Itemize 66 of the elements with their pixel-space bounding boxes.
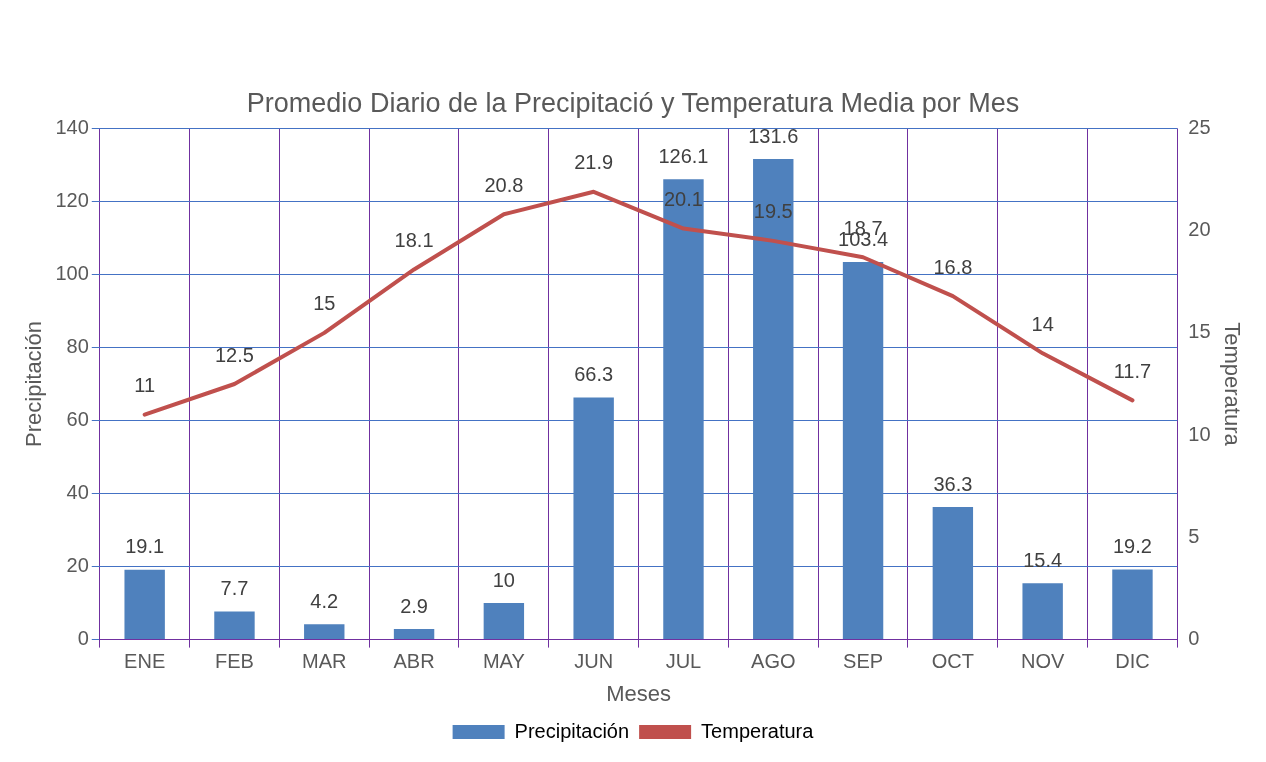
data-label: 15 [313,292,336,315]
y-tick-label: 20 [66,554,89,577]
x-axis-title: Meses [606,680,671,706]
data-label: 21.9 [574,151,614,174]
bar [932,507,974,640]
x-tick-label: AGO [751,650,796,673]
y2-tick-label: 0 [1188,627,1200,650]
bar [842,262,884,640]
y-axis-title: Precipitación [21,321,47,447]
y2-axis-title: Temperatura [1219,322,1245,447]
x-tick-label: JUN [574,650,614,673]
bar [304,624,345,640]
y2-tick-label: 20 [1188,218,1211,241]
chart-title: Promedio Diario de la Precipitació y Temperatura Media por Mes [246,87,1020,118]
x-tick-label: FEB [215,650,254,673]
x-tick-label: JUL [665,650,702,673]
data-label: 11.7 [1113,359,1152,382]
x-tick-label: OCT [931,650,974,673]
bar [393,629,435,640]
data-label: 15.4 [1023,548,1063,571]
x-tick-label: MAR [302,650,347,673]
x-tick-label: NOV [1020,650,1065,673]
y-tick-label: 60 [66,408,89,431]
data-label: 126.1 [658,144,709,167]
bar [124,569,165,640]
y-tick-label: 140 [55,115,89,138]
bar [663,179,704,640]
data-label: 18.1 [394,229,434,252]
data-label: 16.8 [933,255,973,278]
bar [1112,569,1153,640]
x-tick-label: DIC [1115,650,1150,673]
y-tick-label: 80 [66,335,89,357]
bar [753,159,794,640]
y-tick-label: 0 [77,627,89,650]
data-label: 12.5 [215,343,254,366]
data-label: 20.8 [484,173,524,196]
data-label: 2.9 [400,594,428,617]
x-tick-label: ABR [393,650,435,673]
y2-tick-label: 5 [1188,524,1200,547]
y-tick-label: 120 [55,188,89,211]
y2-tick-label: 10 [1188,422,1211,445]
data-label: 19.2 [1112,535,1152,558]
x-tick-label: MAY [482,650,525,673]
data-label: 36.3 [933,472,973,495]
data-label: 4.2 [310,589,339,612]
bar [483,603,525,640]
bar [1022,583,1063,640]
y2-tick-label: 15 [1188,320,1211,343]
bar [214,611,255,640]
data-label: 19.5 [753,200,793,223]
y-tick-label: 40 [66,481,89,504]
legend-label: Precipitación [514,719,630,742]
y-tick-label: 100 [55,261,89,284]
bar [573,397,614,640]
x-tick-label: SEP [843,650,884,673]
y2-tick-label: 25 [1188,115,1211,138]
legend-label: Temperatura [701,719,815,742]
data-label: 14 [1031,312,1054,335]
data-label: 19.1 [125,535,165,558]
x-tick-label: ENE [124,650,166,673]
data-label: 10 [492,568,515,591]
data-label: 66.3 [574,363,614,386]
data-label: 11 [134,374,156,397]
data-label: 131.6 [748,124,799,147]
data-label: 7.7 [220,577,249,599]
data-label: 20.1 [663,188,703,211]
